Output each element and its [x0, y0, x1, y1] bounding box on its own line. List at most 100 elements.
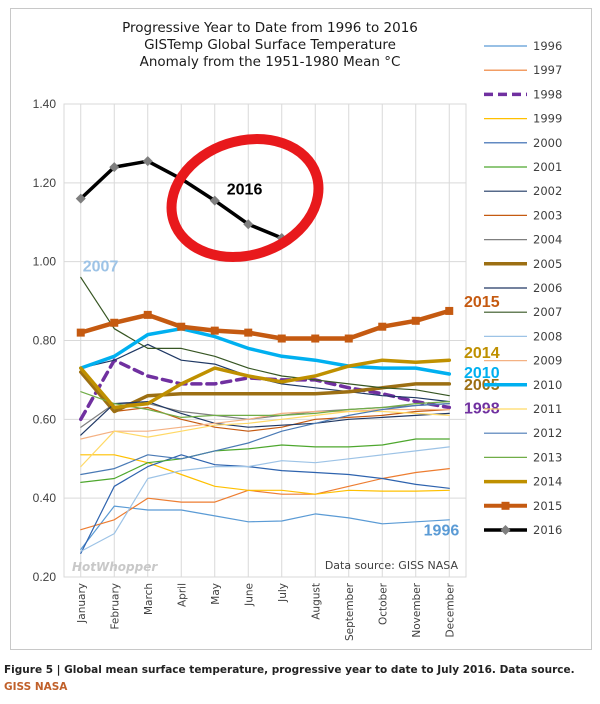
legend-entry-2009: 2009 — [484, 354, 562, 368]
x-tick-label: July — [277, 583, 289, 603]
legend-entry-2011: 2011 — [484, 402, 562, 416]
data-point-2015 — [411, 316, 420, 325]
legend-label: 2002 — [533, 184, 562, 198]
data-point-2015 — [143, 310, 152, 319]
annotation-label-2015: 2015 — [464, 294, 500, 311]
legend-entry-2013: 2013 — [484, 450, 562, 464]
chart-title-line-3: Anomaly from the 1951-1980 Mean °C — [139, 54, 401, 70]
figure-caption: Figure 5 | Global mean surface temperatu… — [4, 662, 596, 696]
legend-entry-1998: 1998 — [484, 87, 562, 101]
series-line-2005 — [79, 370, 452, 414]
legend-entry-1996: 1996 — [484, 39, 562, 53]
chart-frame — [10, 8, 592, 650]
caption-source-link[interactable]: GISS NASA — [4, 681, 68, 693]
legend-entry-2005: 2005 — [484, 257, 562, 271]
y-tick-label: 0.80 — [33, 334, 57, 348]
legend-label: 1996 — [533, 39, 562, 53]
legend-label: 2015 — [533, 499, 562, 513]
series-line-2013 — [80, 391, 450, 418]
chart-title-line-1: Progressive Year to Date from 1996 to 20… — [122, 20, 418, 36]
legend-entry-2006: 2006 — [484, 281, 562, 295]
annotation-label-2010: 2010 — [464, 365, 500, 382]
legend-label: 2008 — [533, 329, 562, 343]
y-tick-label: 0.20 — [33, 570, 57, 584]
legend-label: 2007 — [533, 305, 562, 319]
legend-label: 1997 — [533, 63, 562, 77]
series-line-2008 — [80, 446, 450, 553]
legend-entry-2001: 2001 — [484, 160, 562, 174]
annotation-label-1996: 1996 — [424, 523, 460, 540]
data-point-2015 — [110, 318, 119, 327]
legend-label: 2006 — [533, 281, 562, 295]
legend-label: 1999 — [533, 112, 562, 126]
data-point-2015 — [177, 322, 186, 331]
data-point-2015 — [344, 334, 353, 343]
y-tick-label: 1.40 — [33, 97, 57, 111]
legend-label: 2016 — [533, 523, 562, 537]
line-chart: 0.20 0.40 0.60 0.80 1.00 1.20 1.40 January Febru… — [33, 39, 563, 641]
x-tick-label: April — [176, 583, 188, 607]
data-point-2015 — [378, 322, 387, 331]
data-point-2015 — [76, 328, 85, 337]
y-tick-label: 1.00 — [33, 255, 57, 269]
series-line-2000 — [80, 454, 450, 555]
y-tick-label: 0.60 — [33, 412, 57, 426]
y-tick-label: 0.40 — [33, 491, 57, 505]
series-line-2011 — [80, 410, 450, 468]
legend-entry-2014: 2014 — [484, 475, 562, 489]
x-tick-label: November — [411, 582, 423, 637]
series-line-2001 — [80, 438, 450, 483]
legend-label: 2003 — [533, 208, 562, 222]
legend-entry-1997: 1997 — [484, 63, 562, 77]
annotation-label-2014: 2014 — [464, 345, 500, 362]
series-line-2012 — [80, 403, 450, 476]
series-line-2010 — [79, 326, 452, 376]
data-point-2016 — [142, 156, 153, 167]
y-tick-label: 1.20 — [33, 176, 57, 190]
chart-title: Progressive Year to Date from 1996 to 20… — [75, 20, 465, 71]
x-tick-label: June — [243, 583, 255, 607]
legend-label: 2012 — [533, 426, 562, 440]
caption-text: Figure 5 | Global mean surface temperatu… — [4, 664, 575, 676]
series-line-1997 — [80, 468, 450, 531]
legend-label: 2009 — [533, 354, 562, 368]
legend-label: 2005 — [533, 257, 562, 271]
series-line-2006 — [80, 401, 450, 436]
legend-label: 2014 — [533, 475, 562, 489]
x-tick-label: January — [76, 583, 88, 624]
legend-label: 2010 — [533, 378, 562, 392]
legend-entry-2002: 2002 — [484, 184, 562, 198]
chart-title-line-2: GISTemp Global Surface Temperature — [144, 37, 396, 53]
series-line-2014 — [79, 358, 452, 410]
highlight-circle — [166, 134, 324, 262]
series-line-2009 — [80, 408, 450, 440]
x-tick-label: May — [210, 583, 222, 605]
legend-entry-2008: 2008 — [484, 329, 562, 343]
legend-label: 2001 — [533, 160, 562, 174]
legend-entry-2012: 2012 — [484, 426, 562, 440]
legend-label: 2000 — [533, 136, 562, 150]
legend-entry-2007: 2007 — [484, 305, 562, 319]
annotation-label-2005: 2005 — [464, 377, 500, 394]
data-point-2015 — [445, 306, 454, 315]
legend-entry-2016: 2016 — [484, 523, 562, 537]
annotation-label-2016: 2016 — [227, 182, 263, 199]
legend-entry-2004: 2004 — [484, 233, 562, 247]
data-point-2015 — [210, 326, 219, 335]
data-point-2016 — [109, 162, 120, 173]
data-point-2016 — [209, 195, 220, 206]
legend-entry-2010: 2010 — [484, 378, 562, 392]
legend-entry-2015: 2015 — [484, 499, 562, 513]
x-tick-label: October — [377, 582, 389, 625]
legend-label: 1998 — [533, 87, 562, 101]
legend-label: 2004 — [533, 233, 562, 247]
series-line-2007 — [80, 276, 450, 397]
legend-marker — [501, 501, 510, 510]
x-tick-label: February — [109, 583, 121, 630]
annotation-label-2007: 2007 — [83, 259, 119, 276]
legend-marker — [500, 525, 511, 535]
legend-entry-1999: 1999 — [484, 112, 562, 126]
data-point-2015 — [277, 334, 286, 343]
watermark-logo: HotWhopper — [72, 560, 158, 574]
series-line-1996 — [80, 505, 450, 551]
